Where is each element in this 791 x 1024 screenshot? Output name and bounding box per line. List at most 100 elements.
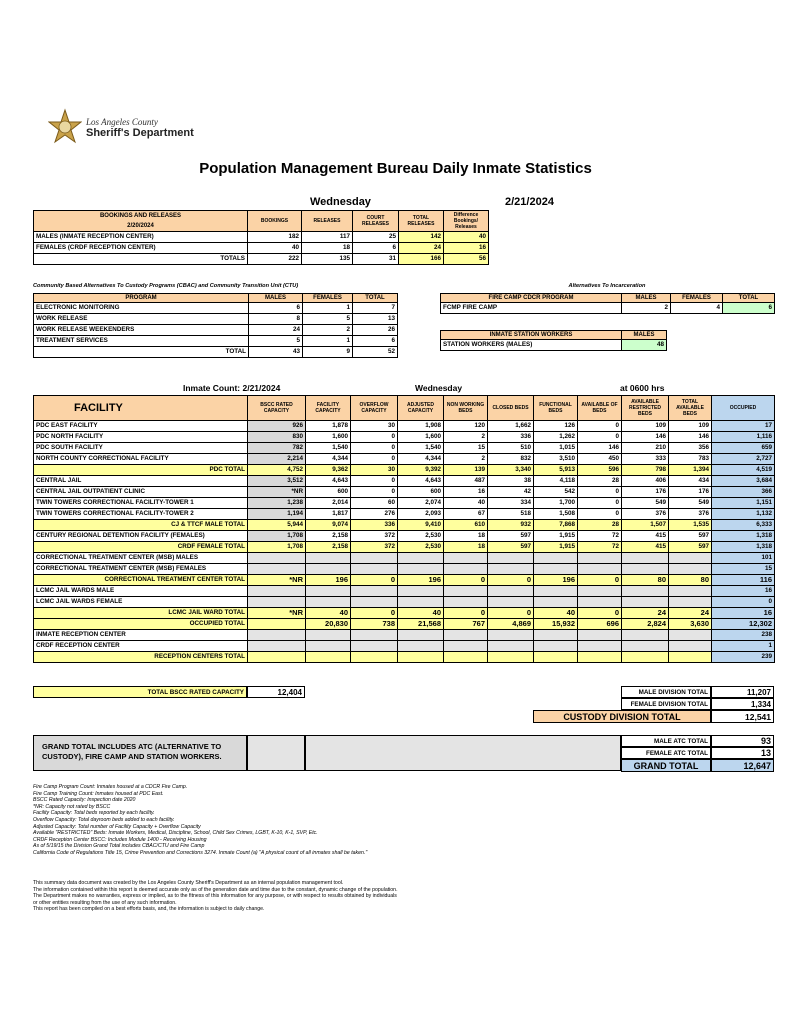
cell-value: 4,118 [533, 475, 578, 487]
disclaimer-line: This summary data document was created b… [33, 880, 344, 886]
note-line: Fire Camp Program Count: Inmates housed … [33, 784, 188, 790]
cell-value: 9,074 [305, 519, 351, 531]
blank-cell [621, 651, 669, 663]
cell-value: 0 [577, 431, 622, 443]
cell-value: 1,238 [247, 497, 306, 509]
cell-value: 0 [577, 574, 622, 586]
cell-value: 101 [711, 552, 775, 564]
blank-cell [305, 596, 351, 608]
cell-value: 26 [352, 324, 398, 336]
header-row: BOOKINGS AND RELEASES 2/20/2024 BOOKINGS RE… [33, 210, 489, 232]
cell-value: 142 [398, 231, 444, 243]
cell-value: 28 [577, 475, 622, 487]
cell-value: 38 [487, 475, 534, 487]
cell-value: 0 [577, 508, 622, 520]
blank-cell [397, 629, 444, 641]
cell-value: 597 [668, 541, 712, 553]
bscc-label: TOTAL BSCC RATED CAPACITY [33, 686, 247, 698]
row-label: FCMP FIRE CAMP [440, 302, 622, 314]
female-division-value: 1,334 [711, 698, 774, 710]
grand-total-value: 12,647 [711, 759, 774, 772]
cell-value: 3,340 [487, 464, 534, 476]
cell-value: 40 [305, 607, 351, 619]
blank-cell [487, 651, 534, 663]
cell-value: 9,410 [397, 519, 444, 531]
note-line: *NR: Capacity not rated by BSCC [33, 803, 111, 810]
blank-cell [397, 585, 444, 597]
grand-total-note: GRAND TOTAL INCLUDES ATC (ALTERNATIVE TO… [33, 735, 247, 771]
cell-value: 600 [397, 486, 444, 498]
column-header: FACILITY CAPACITY [305, 395, 351, 421]
cell-value: 6 [722, 302, 775, 314]
blank-cell [621, 563, 669, 575]
header-cell: BOOKINGS AND RELEASES 2/20/2024 [33, 210, 248, 232]
cell-value: 487 [443, 475, 488, 487]
blank-cell [443, 585, 488, 597]
blank-cell [533, 563, 578, 575]
cell-value: 932 [487, 519, 534, 531]
blank-cell [247, 563, 306, 575]
column-header: FUNCTIONAL BEDS [533, 395, 578, 421]
header-row: FIRE CAMP CDCR PROGRAM MALES FEMALES TOTAL [440, 293, 775, 303]
cell-value: 40 [397, 607, 444, 619]
cell-value: 1,908 [397, 420, 444, 432]
blank-cell [577, 585, 622, 597]
cell-value: 0 [577, 486, 622, 498]
notes: Fire Camp Program Count: Inmates housed … [33, 784, 367, 857]
blank-cell [621, 640, 669, 652]
station-workers-table: INMATE STATION WORKERS MALES STATION WORKE… [440, 330, 667, 351]
cell-value: 832 [487, 453, 534, 465]
cell-value: 1,318 [711, 530, 775, 542]
facility-name: TWIN TOWERS CORRECTIONAL FACILITY-TOWER … [33, 497, 248, 509]
cell-value: 2,093 [397, 508, 444, 520]
disclaimer-line: The Department makes no warranties, expr… [33, 893, 397, 900]
cell-value: 1,540 [397, 442, 444, 454]
female-division-label: FEMALE DIVISION TOTAL [621, 698, 711, 710]
facility-name: CENTRAL JAIL [33, 475, 248, 487]
cell-value: 24 [398, 242, 444, 254]
male-atc-label: MALE ATC TOTAL [621, 735, 711, 747]
cell-value: 1,540 [305, 442, 351, 454]
facility-name: CENTURY REGIONAL DETENTION FACILITY (FEM… [33, 530, 248, 542]
logo-line1: Los Angeles County [86, 117, 158, 127]
column-header: MALES [621, 330, 667, 340]
blank-cell [443, 596, 488, 608]
data-row: FEMALES (CRDF RECEPTION CENTER) 40 18 6 24 16 [33, 242, 489, 254]
cell-value: 25 [352, 231, 399, 243]
cell-value: 146 [577, 442, 622, 454]
facility-name: PDC TOTAL [33, 464, 248, 476]
facility-name: PDC SOUTH FACILITY [33, 442, 248, 454]
sheriff-star [48, 108, 82, 144]
cell-value: 20,830 [305, 618, 351, 630]
cell-value: 3,630 [668, 618, 712, 630]
column-header: OVERFLOW CAPACITY [350, 395, 398, 421]
column-header: FEMALES [302, 293, 353, 303]
blank-cell [668, 552, 712, 564]
column-header: CLOSED BEDS [487, 395, 534, 421]
cell-value: 80 [668, 574, 712, 586]
disclaimer-line: The information contained within this re… [33, 886, 398, 893]
blank-cell [247, 585, 306, 597]
cell-value: 2 [621, 302, 671, 314]
cell-value: 43 [248, 346, 303, 358]
column-header: PROGRAM [33, 293, 249, 303]
facility-row: TWIN TOWERS CORRECTIONAL FACILITY-TOWER … [33, 497, 775, 509]
blank-cell [305, 629, 351, 641]
row-label: MALES (INMATE RECEPTION CENTER) [33, 231, 248, 243]
cell-value: 372 [350, 541, 398, 553]
cell-value: 597 [668, 530, 712, 542]
grand-total-label: GRAND TOTAL [621, 759, 711, 772]
cell-value: 5 [302, 313, 353, 325]
facility-row: CRDF FEMALE TOTAL 1,708 2,158 372 2,530 18 597… [33, 541, 775, 553]
facility-row: PDC TOTAL 4,752 9,362 30 9,392 139 3,340 5,913 5… [33, 464, 775, 476]
cell-value: 31 [352, 253, 399, 265]
cell-value: 52 [352, 346, 398, 358]
facility-name: PDC NORTH FACILITY [33, 431, 248, 443]
cell-value: 549 [668, 497, 712, 509]
blank-cell [350, 596, 398, 608]
cell-value: 67 [443, 508, 488, 520]
cell-value: 2,530 [397, 541, 444, 553]
cell-value: 28 [577, 519, 622, 531]
cell-value: 72 [577, 541, 622, 553]
cell-value: 5,913 [533, 464, 578, 476]
